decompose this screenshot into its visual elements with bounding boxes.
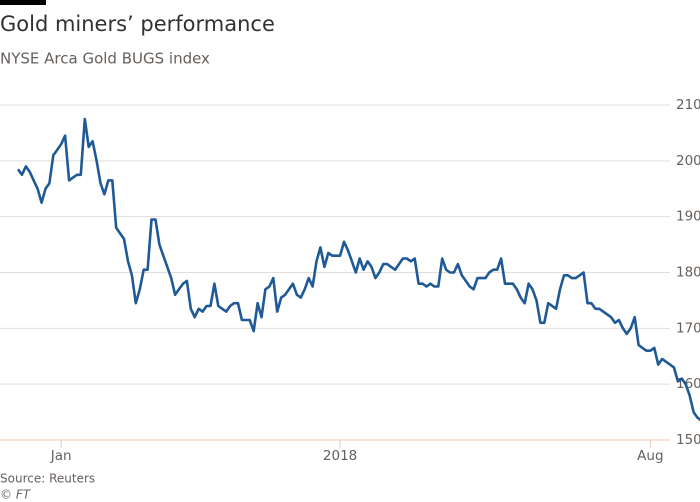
chart-title: Gold miners’ performance — [0, 12, 275, 36]
y-tick-label: 150 — [676, 432, 700, 448]
line-series — [16, 117, 700, 422]
y-tick-label: 190 — [676, 209, 700, 225]
y-tick-label: 180 — [676, 265, 700, 281]
y-tick-label: 200 — [676, 153, 700, 169]
y-tick-label: 170 — [676, 320, 700, 336]
y-tick-label: 210 — [676, 97, 700, 113]
chart-subtitle: NYSE Arca Gold BUGS index — [0, 50, 210, 68]
x-tick-label: Aug — [637, 448, 663, 464]
x-tick-label: 2018 — [323, 448, 357, 464]
credit: © FT — [0, 488, 32, 502]
x-tick-label: Jan — [50, 448, 72, 464]
brand-bar — [0, 0, 46, 5]
source: Source: Reuters — [0, 472, 95, 486]
